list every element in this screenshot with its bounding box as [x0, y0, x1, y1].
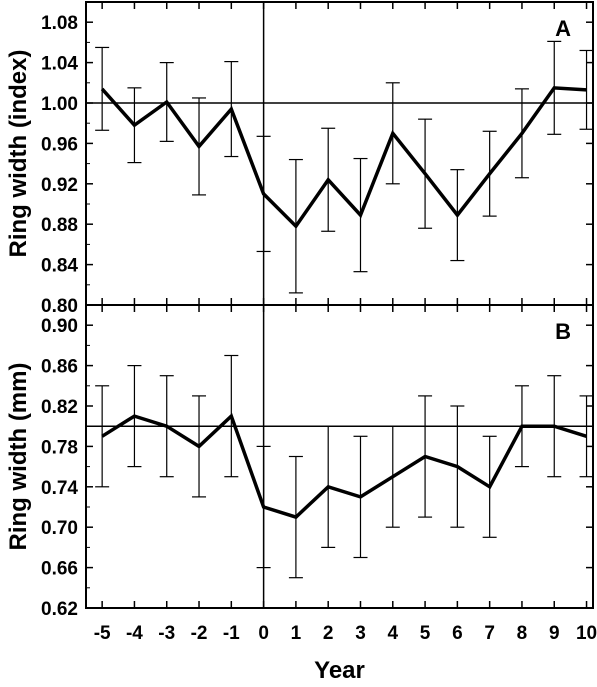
x-tick-label: 3	[355, 623, 366, 644]
panel-b: 0.62 0.66 0.70 0.74 0.78 0.82 0.86 0.90 B Ring wi…	[5, 304, 594, 620]
y-tick-label: 0.70	[41, 518, 78, 539]
y-tick-label: 0.88	[41, 215, 78, 236]
x-tick-label: 2	[323, 623, 334, 644]
y-tick-label: 0.96	[41, 134, 78, 155]
y-axis-title: Ring width (mm)	[5, 363, 32, 551]
y-tick-label: 0.78	[41, 437, 78, 458]
x-tick-label: 7	[484, 623, 495, 644]
x-tick-label: 0	[258, 623, 269, 644]
y-tick-label: 1.08	[41, 13, 78, 34]
y-tick-label: 0.74	[41, 478, 78, 499]
y-tick-label: 0.66	[41, 559, 78, 580]
y-tick-label: 1.04	[41, 54, 78, 75]
x-tick-label: 8	[517, 623, 528, 644]
series-line	[100, 86, 587, 229]
y-tick-label: 0.86	[41, 357, 78, 378]
x-tick-label: -1	[223, 623, 240, 644]
series-line	[101, 412, 588, 520]
x-tick-label: 9	[549, 623, 560, 644]
y-tick-label: 0.62	[41, 599, 78, 620]
y-tick-label: 0.82	[41, 397, 78, 418]
panel-label-a: A	[555, 16, 571, 41]
x-tick-label: 6	[452, 623, 463, 644]
x-tick-label: 1	[291, 623, 302, 644]
x-tick-label: -4	[126, 623, 143, 644]
y-tick-label: 0.80	[41, 296, 78, 317]
x-tick-label: 5	[420, 623, 431, 644]
x-tick-label: -2	[191, 623, 208, 644]
y-tick-label: 0.84	[41, 256, 78, 277]
panel-label-b: B	[555, 319, 571, 344]
y-tick-label: 0.90	[41, 316, 78, 337]
x-tick-label: 10	[576, 623, 597, 644]
y-tick-label: 1.00	[41, 94, 78, 115]
x-tick-label: -3	[158, 623, 175, 644]
plot-frame	[85, 1, 594, 306]
x-tick-label: -5	[94, 623, 111, 644]
panel-a: 0.80 0.84 0.88 0.92 0.96 1.00 1.04 1.08 A Ring wi…	[5, 1, 594, 317]
x-tick-label: 4	[387, 623, 398, 644]
plot-frame	[85, 304, 594, 609]
shared-x-axis: -5 -4 -3 -2 -1 0 1 2 3 4 5 6 7 8 9 10 Year	[94, 623, 597, 684]
y-tick-label: 0.92	[41, 175, 78, 196]
x-axis-title: Year	[314, 657, 365, 684]
y-axis-title: Ring width (index)	[5, 50, 32, 258]
